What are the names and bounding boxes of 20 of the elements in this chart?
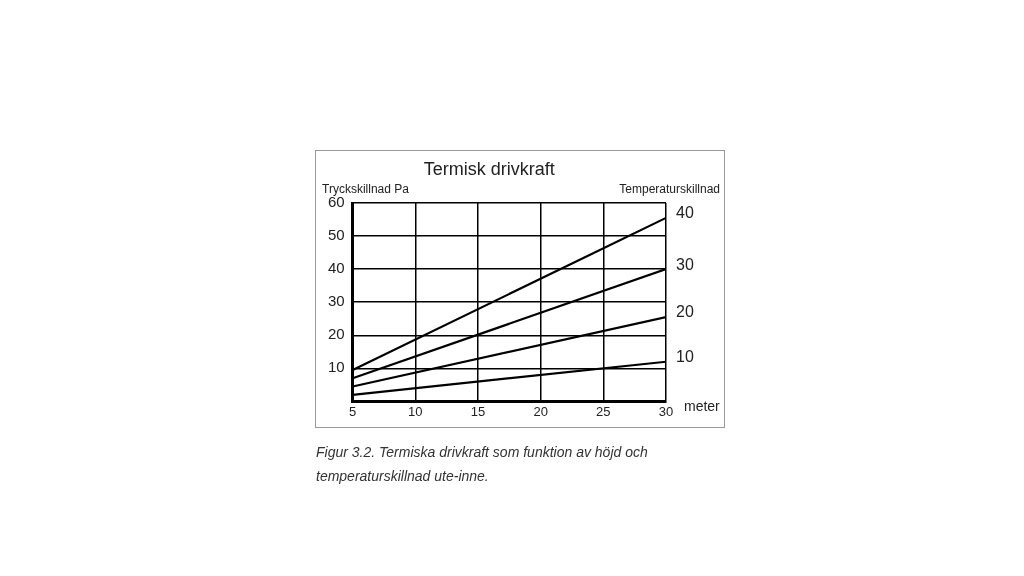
- y-tick-label: 50: [328, 226, 345, 244]
- x-tick-label: 30: [658, 403, 674, 419]
- x-tick-label: 20: [533, 403, 548, 419]
- x-tick-label: 15: [470, 403, 486, 419]
- text: Figur 3.2. Termiska drivkraft som funktion av höjd och temperaturskillnad ute-inne.: [316, 443, 649, 486]
- x-tick-label: 5: [349, 403, 357, 419]
- x-tick-label: 10: [408, 403, 423, 419]
- x-axis-title: meter: [684, 398, 721, 415]
- series-label: 30: [676, 255, 694, 273]
- series-label: 10: [676, 348, 694, 366]
- legend-title: Temperaturskillnad: [619, 182, 720, 196]
- chart-title: Termisk drivkraft: [423, 159, 555, 179]
- y-tick-label: 20: [328, 325, 345, 343]
- y-axis-title: Tryckskillnad Pa: [322, 182, 410, 196]
- series-label: 20: [676, 303, 694, 321]
- series-label: 40: [676, 204, 694, 222]
- x-tick-label: 25: [596, 403, 611, 419]
- y-tick-label: 40: [328, 259, 345, 277]
- y-tick-label: 30: [328, 292, 345, 310]
- y-tick-label: 10: [328, 358, 345, 376]
